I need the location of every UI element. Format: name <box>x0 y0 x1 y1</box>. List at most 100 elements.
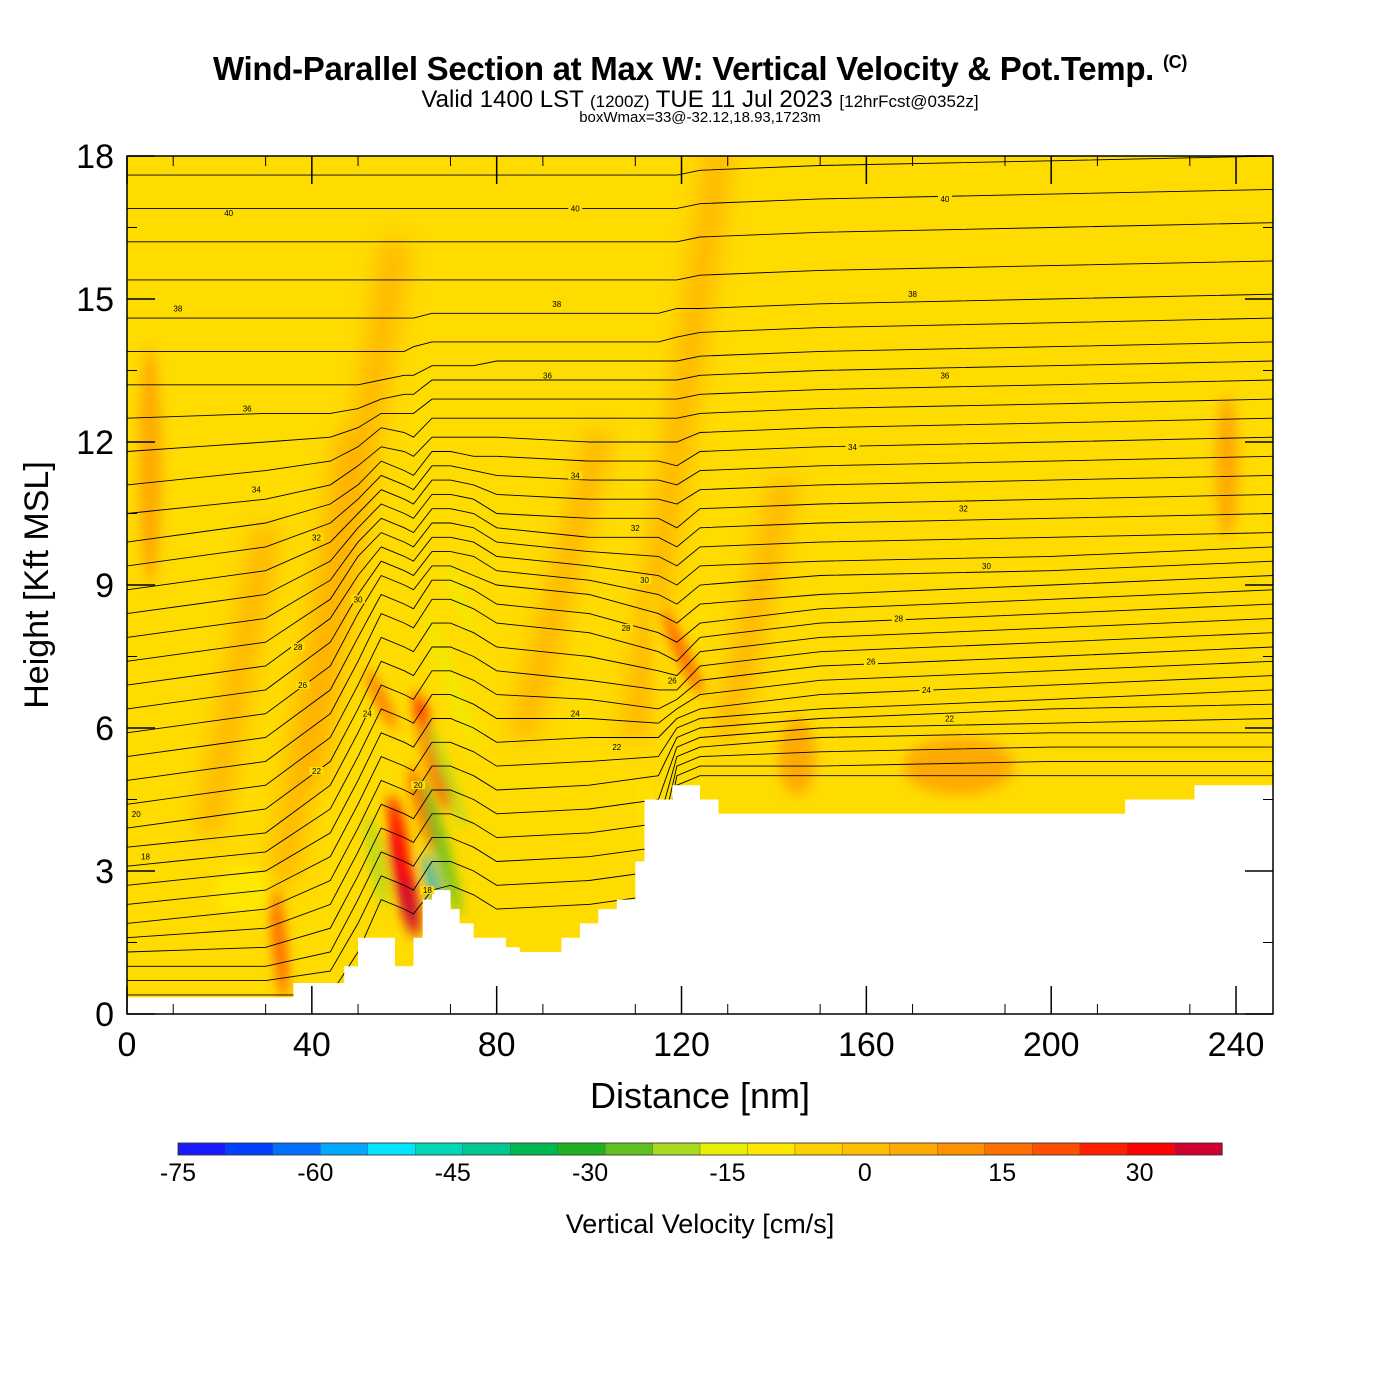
contour-label-26: 24 <box>919 685 934 695</box>
contour-label-0: 40 <box>221 209 236 218</box>
colorbar-swatch-6 <box>462 1142 511 1156</box>
contour-label-text: 36 <box>543 371 552 380</box>
isentrope-25 <box>127 379 1273 452</box>
contour-label-bg <box>290 642 305 651</box>
w-cell-8 <box>1215 394 1239 538</box>
contour-label-1: 40 <box>568 204 583 213</box>
isentrope-21 <box>127 455 1273 567</box>
colorbar-swatch-3 <box>320 1142 369 1156</box>
contour-label-text: 18 <box>423 886 432 895</box>
contour-label-16: 30 <box>637 576 652 585</box>
w-cell-7 <box>138 346 162 585</box>
w-streaks <box>197 156 797 884</box>
contour-label-text: 38 <box>908 290 917 299</box>
contour-label-bg <box>420 886 435 895</box>
colorbar-swatch-16 <box>937 1142 986 1156</box>
isentrope-30 <box>127 260 1273 281</box>
contour-label-20: 28 <box>891 614 906 623</box>
chart-title: Wind-Parallel Section at Max W: Vertical… <box>212 50 1188 87</box>
plot-area: 40 40 40 38 38 38 36 36 36 34 34 34 32 32 32 30 30 30 28 28… <box>127 156 1273 1014</box>
contour-labels: 40 40 40 38 38 38 36 36 36 34 34 34 32 32 32 30 30 30 28 28… <box>129 194 994 895</box>
w-cell-13 <box>425 721 466 830</box>
contour-label-text: 40 <box>571 204 580 213</box>
colorbar-swatch-4 <box>367 1142 416 1156</box>
contour-label-text: 20 <box>132 810 141 819</box>
isentrope-3 <box>127 732 1273 953</box>
contour-label-4: 38 <box>549 299 564 309</box>
contour-label-bg <box>295 681 310 690</box>
contour-label-11: 34 <box>845 442 860 452</box>
w-cell-17 <box>651 585 666 728</box>
contour-label-bg <box>129 809 144 818</box>
x-tick-label-200: 200 <box>1023 1026 1080 1064</box>
contour-label-bg <box>942 714 957 723</box>
w-cell-2 <box>414 691 450 812</box>
x-tick-label-120: 120 <box>653 1026 710 1064</box>
contour-label-bg <box>919 685 934 694</box>
contour-label-bg <box>309 766 324 775</box>
colorbar-swatch-13 <box>794 1142 844 1156</box>
colorbar-swatch-0 <box>177 1142 227 1156</box>
contour-label-24: 24 <box>360 709 375 719</box>
contour-label-text: 36 <box>243 405 252 414</box>
contour-label-text: 18 <box>141 853 150 862</box>
contour-label-3: 38 <box>170 304 185 314</box>
contour-label-19: 28 <box>619 623 634 633</box>
contour-label-6: 36 <box>240 404 255 414</box>
isentrope-26 <box>127 360 1273 419</box>
contour-label-text: 30 <box>354 595 363 604</box>
contour-label-text: 30 <box>640 576 649 585</box>
isentrope-22 <box>127 436 1273 543</box>
y-axis-title: Height [Kft MSL] <box>18 461 56 709</box>
contour-label-bg <box>891 614 906 623</box>
colorbar-tick-label: 30 <box>1126 1159 1154 1187</box>
contour-label-bg <box>249 485 264 494</box>
contour-label-21: 26 <box>295 681 310 690</box>
contour-label-17: 30 <box>979 561 994 571</box>
colorbar-swatch-18 <box>1031 1142 1081 1156</box>
x-tick-label-40: 40 <box>293 1026 331 1064</box>
w-streak-0 <box>271 429 362 884</box>
contour-label-23: 26 <box>863 657 878 666</box>
w-streak-1 <box>298 238 409 789</box>
contour-label-text: 32 <box>312 533 321 542</box>
contour-label-text: 34 <box>252 486 261 495</box>
contour-label-bg <box>905 290 920 299</box>
contour-label-7: 36 <box>540 371 555 380</box>
isentrope-20 <box>127 474 1273 591</box>
x-tick-label-80: 80 <box>478 1026 516 1064</box>
contour-label-bg <box>979 561 994 570</box>
contour-label-25: 24 <box>568 709 583 719</box>
w-cell-4 <box>366 669 397 730</box>
contour-label-bg <box>665 676 680 685</box>
contour-label-text: 40 <box>224 209 233 218</box>
colorbar-tick-label: -30 <box>572 1159 608 1187</box>
contour-label-text: 22 <box>612 743 621 752</box>
contour-label-12: 32 <box>309 533 324 542</box>
w-streak-2 <box>197 524 279 837</box>
contour-label-bg <box>568 204 583 213</box>
contour-label-text: 24 <box>922 686 931 695</box>
contour-label-bg <box>568 471 583 480</box>
contour-label-bg <box>619 623 634 632</box>
isentrope-29 <box>127 293 1273 319</box>
isentrope-19 <box>127 493 1273 615</box>
contour-label-30: 20 <box>411 781 426 790</box>
x-tick-label-240: 240 <box>1208 1026 1265 1064</box>
contour-label-text: 26 <box>867 657 876 666</box>
contour-label-text: 30 <box>982 562 991 571</box>
contour-label-bg <box>138 852 153 861</box>
contour-label-5: 38 <box>905 290 920 299</box>
isentrope-17 <box>127 522 1273 662</box>
isentropes <box>127 156 1273 996</box>
isentrope-7 <box>127 675 1273 886</box>
y-tick-label-18: 18 <box>76 138 114 176</box>
contour-label-33: 18 <box>138 852 153 862</box>
contour-label-9: 34 <box>249 485 264 495</box>
contour-label-text: 26 <box>668 676 677 685</box>
x-tick-label-160: 160 <box>838 1026 895 1064</box>
contour-label-text: 24 <box>571 710 580 719</box>
isentrope-18 <box>127 508 1273 638</box>
